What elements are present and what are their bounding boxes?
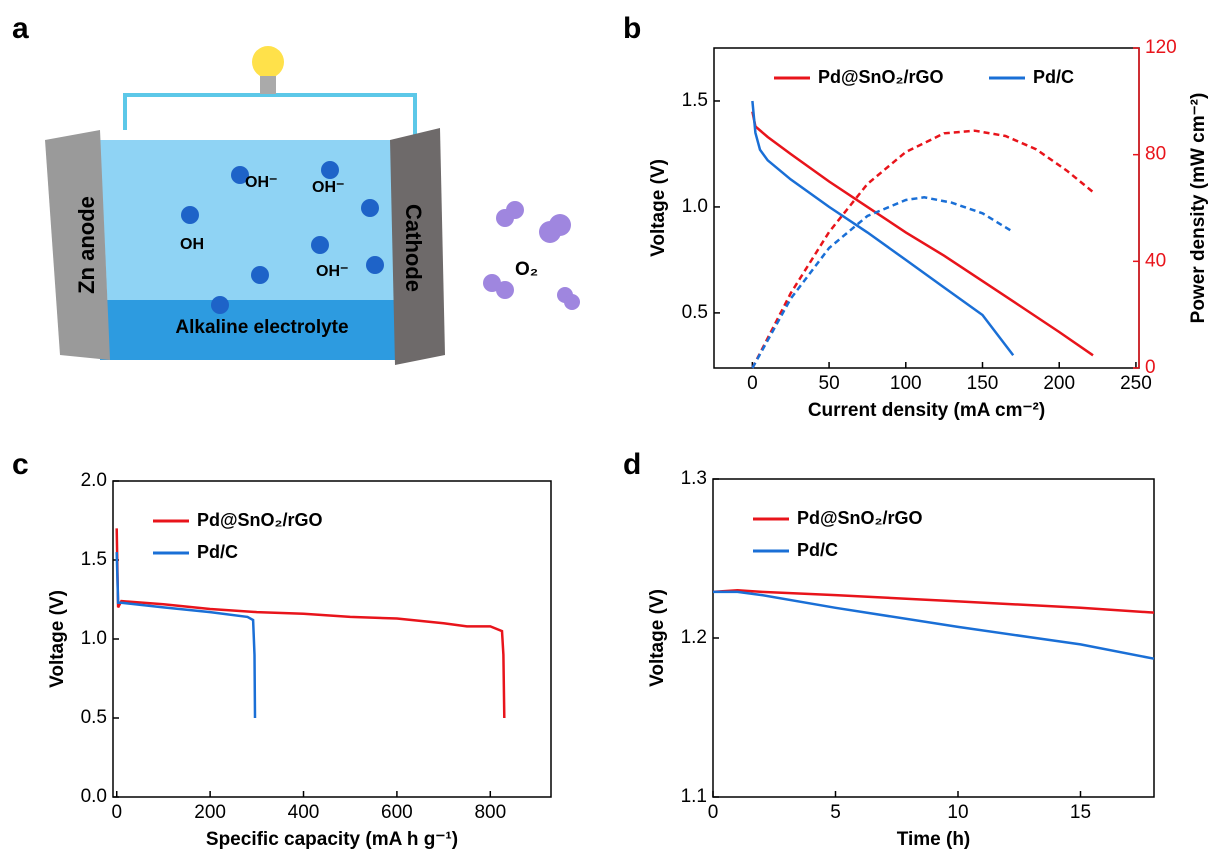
y2-axis-title: Power density (mW cm⁻²) [1188,93,1209,324]
plot-frame [113,481,551,797]
ion-label: OH [180,236,204,253]
wire [125,95,415,135]
schematic: Zn anode Cathode OH OH⁻ OH⁻ OH⁻ Alkaline… [45,46,580,365]
x-tick-label: 0 [747,373,758,394]
oxygen [483,201,580,310]
x-tick-label: 100 [890,373,922,394]
y2-tick-label: 0 [1145,357,1156,378]
panel-label: c [12,448,29,481]
bulb-base [260,76,276,94]
cathode-label: Cathode [401,204,426,292]
legend-label: Pd@SnO₂/rGO [818,67,944,87]
series-line [752,112,1093,356]
x-tick-label: 150 [967,373,999,394]
y2-tick-label: 120 [1145,37,1177,58]
x-tick-label: 200 [1043,373,1075,394]
bulb [252,46,284,78]
series-line [117,552,255,718]
y-axis-title: Voltage (V) [647,589,668,687]
y-tick-label: 1.2 [681,627,707,648]
y-tick-label: 0.5 [81,707,107,728]
panel-label: a [12,12,29,45]
series-line [752,197,1013,368]
y-tick-label: 1.3 [681,468,707,489]
y-tick-label: 1.5 [682,90,708,111]
y-tick-label: 1.0 [682,196,708,217]
x-axis-title: Specific capacity (mA h g⁻¹) [206,829,458,850]
y-tick-label: 1.1 [681,786,707,807]
legend-label: Pd/C [197,542,238,562]
y-tick-label: 0.0 [81,786,107,807]
y-tick-label: 1.0 [81,628,107,649]
legend-label: Pd@SnO₂/rGO [197,510,323,530]
series-line [713,590,1154,612]
y2-tick-label: 80 [1145,144,1166,165]
electrolyte-label: Alkaline electrolyte [175,317,348,338]
x-axis-title: Current density (mA cm⁻²) [808,400,1045,421]
series-line [752,101,1013,355]
x-tick-label: 5 [830,802,841,823]
x-tick-label: 10 [947,802,968,823]
series-line [713,592,1154,659]
x-tick-label: 0 [708,802,719,823]
panel-label: b [623,12,641,45]
x-axis-title: Time (h) [897,829,971,850]
series-line [752,131,1093,368]
legend-label: Pd@SnO₂/rGO [797,508,923,528]
anode-label: Zn anode [74,196,99,294]
legend-label: Pd/C [1033,67,1074,87]
x-tick-label: 400 [288,802,320,823]
y2-tick-label: 40 [1145,250,1166,271]
series-line [117,528,505,718]
legend-label: Pd/C [797,540,838,560]
y-tick-label: 2.0 [81,470,107,491]
plot-frame [713,479,1154,797]
ion-label: OH⁻ [316,263,348,280]
x-tick-label: 600 [381,802,413,823]
x-tick-label: 15 [1070,802,1091,823]
panel-label: d [623,448,641,481]
x-tick-label: 800 [474,802,506,823]
gas-label: O₂ [515,259,538,280]
x-tick-label: 50 [819,373,840,394]
y-axis-title: Voltage (V) [47,590,68,688]
ion-label: OH⁻ [245,174,277,191]
ion-label: OH⁻ [312,179,344,196]
x-tick-label: 0 [111,802,122,823]
y-tick-label: 1.5 [81,549,107,570]
y-axis-title: Voltage (V) [648,159,669,257]
y-tick-label: 0.5 [682,302,708,323]
x-tick-label: 200 [194,802,226,823]
figure: a b c d Zn anode Cathode OH OH⁻ OH⁻ OH⁻ … [0,0,1223,862]
